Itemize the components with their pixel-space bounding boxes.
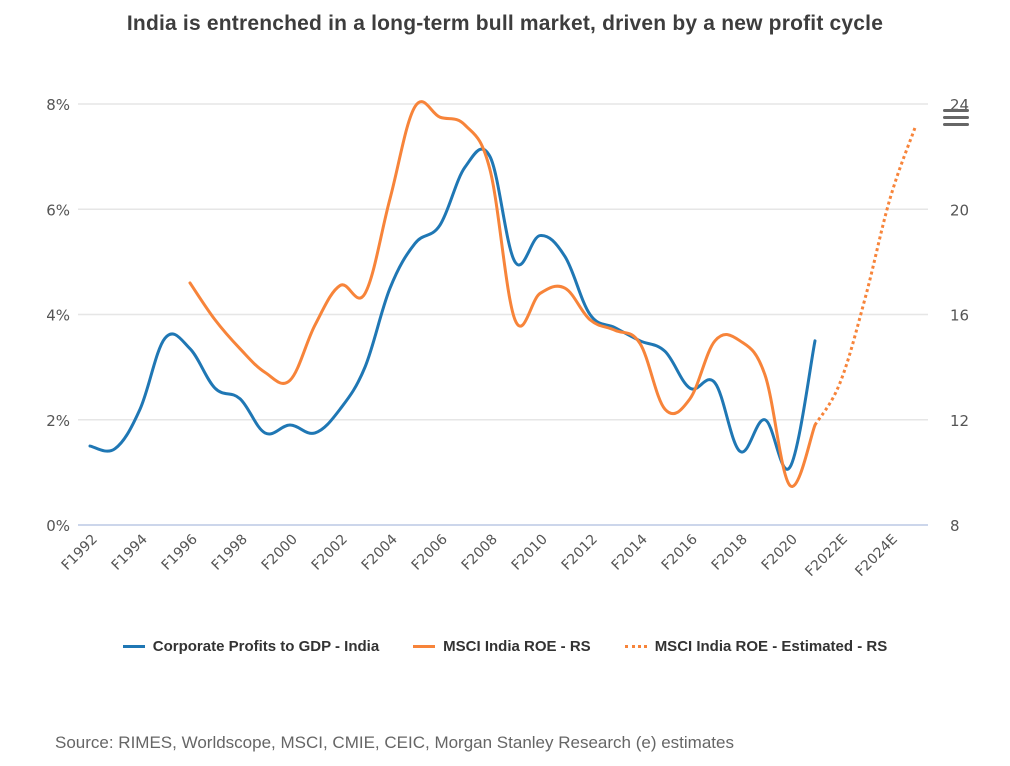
x-tick-label: F2014 — [609, 531, 651, 573]
y-right-tick-label: 16 — [950, 307, 969, 325]
x-tick-label: F2012 — [559, 532, 601, 574]
x-tick-label: F2018 — [709, 532, 751, 574]
legend-label: MSCI India ROE - Estimated - RS — [654, 638, 888, 655]
legend-swatch-orange — [413, 645, 436, 648]
legend: Corporate Profits to GDP - India MSCI In… — [0, 638, 1010, 655]
x-tick-label: F1994 — [109, 531, 151, 573]
y-left-tick-label: 8% — [46, 96, 70, 114]
y-left-tick-label: 0% — [46, 517, 70, 535]
legend-label: MSCI India ROE - RS — [443, 638, 591, 655]
x-tick-label: F2016 — [659, 531, 701, 573]
legend-item-corporate-profits[interactable]: Corporate Profits to GDP - India — [122, 638, 380, 655]
y-left-tick-label: 2% — [46, 412, 70, 430]
x-tick-label: F2000 — [259, 532, 301, 574]
x-tick-label: F2010 — [509, 532, 551, 574]
x-tick-label: F2020 — [759, 532, 801, 574]
series-corporate-profits-line[interactable] — [88, 147, 817, 471]
x-tick-label: F2008 — [459, 532, 501, 574]
y-right-tick-label: 20 — [950, 201, 969, 219]
x-tick-label: F1992 — [59, 532, 101, 574]
x-tick-label: F2002 — [309, 532, 351, 574]
y-left-tick-label: 4% — [46, 307, 70, 325]
y-left-tick-label: 6% — [46, 201, 70, 219]
x-tick-label: F2022E — [802, 532, 850, 580]
hamburger-menu-icon[interactable] — [943, 109, 969, 131]
x-tick-label: F1996 — [159, 531, 201, 573]
x-tick-label: F1998 — [209, 532, 251, 574]
series-msci-roe-line[interactable] — [188, 100, 817, 488]
x-tick-label: F2004 — [359, 531, 401, 573]
legend-label: Corporate Profits to GDP - India — [152, 638, 380, 655]
x-tick-label: F2006 — [409, 531, 451, 573]
chart-title: India is entrenched in a long-term bull … — [126, 12, 884, 35]
legend-item-msci-roe[interactable]: MSCI India ROE - RS — [413, 638, 591, 655]
legend-swatch-blue — [122, 645, 145, 648]
y-right-tick-label: 8 — [950, 517, 960, 535]
legend-item-msci-roe-estimated[interactable]: MSCI India ROE - Estimated - RS — [624, 638, 888, 655]
y-right-tick-label: 12 — [950, 412, 969, 430]
source-note: Source: RIMES, Worldscope, MSCI, CMIE, C… — [55, 733, 734, 752]
x-tick-label: F2024E — [852, 532, 900, 580]
legend-swatch-orange-dotted — [624, 645, 647, 648]
y-axis-left: 0% 2% 4% 6% 8% — [46, 96, 70, 535]
x-axis: F1992 F1994 F1996 F1998 F2000 F2002 F2004 F2006… — [59, 531, 901, 580]
series-lines — [88, 100, 917, 488]
grid-lines — [78, 103, 928, 526]
series-msci-roe-estimated-line[interactable] — [813, 127, 917, 426]
